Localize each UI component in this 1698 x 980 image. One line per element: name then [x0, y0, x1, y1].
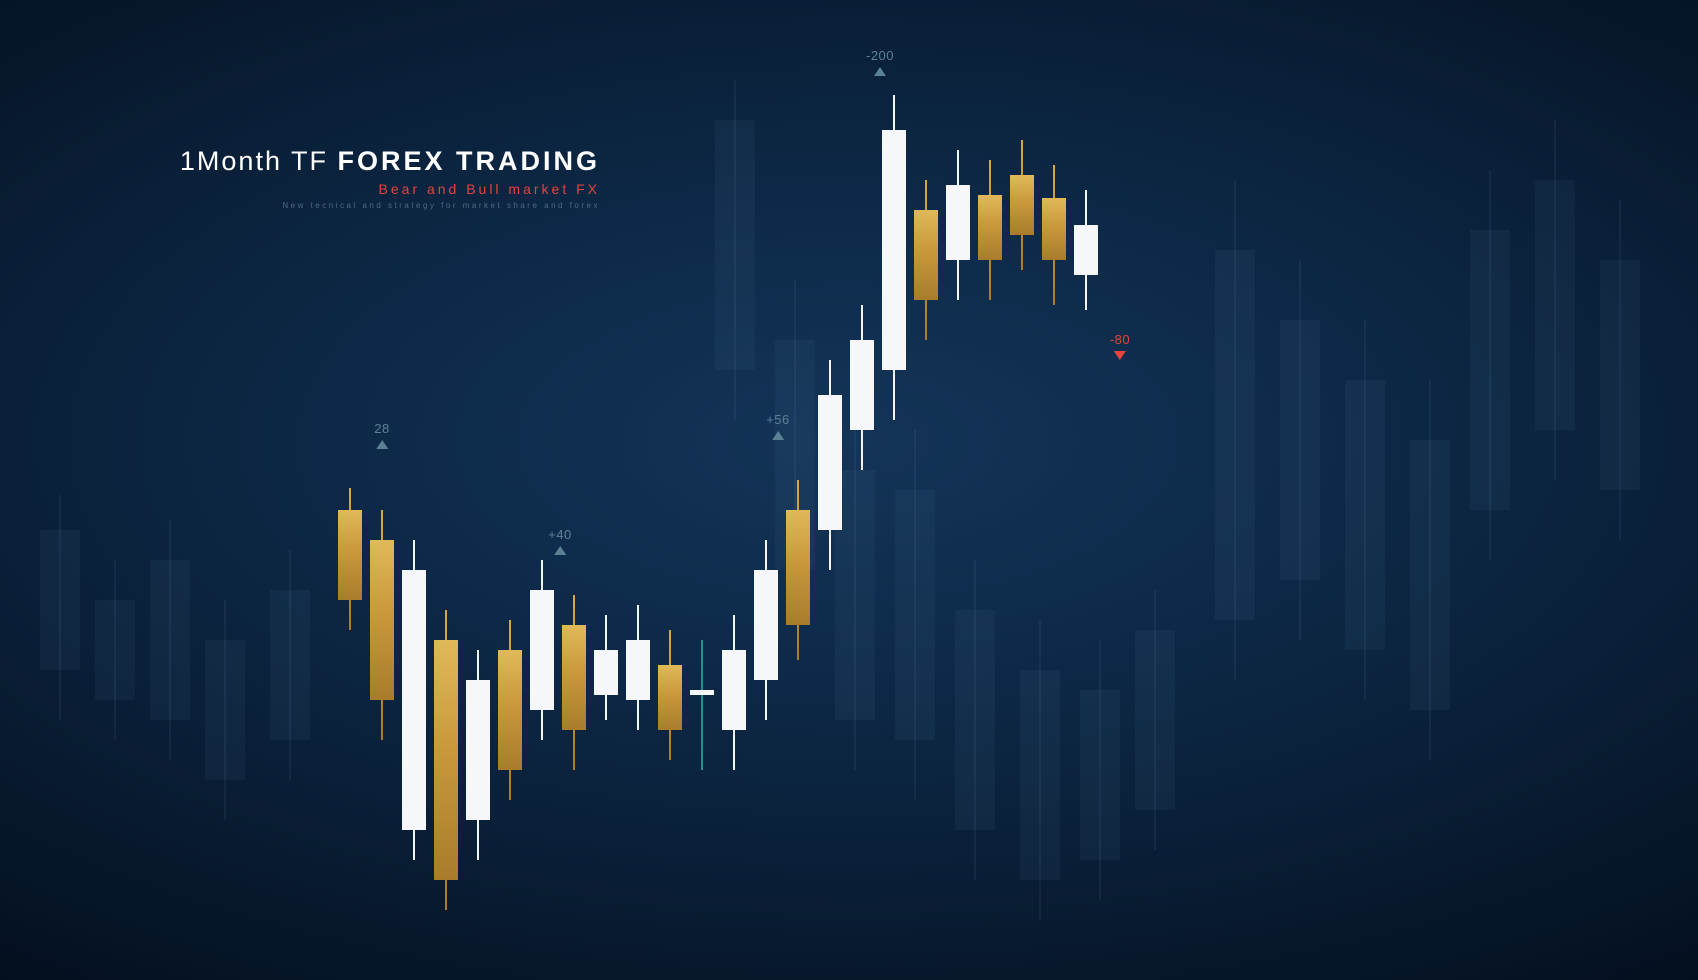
chart-canvas: 1Month TF FOREX TRADING Bear and Bull ma… [0, 0, 1698, 980]
marker-label: -200 [866, 48, 894, 63]
marker-down: -80 [1110, 332, 1130, 360]
triangle-up-icon [772, 431, 784, 440]
triangle-up-icon [554, 546, 566, 555]
marker-label: 28 [374, 421, 389, 436]
marker-up: +40 [548, 527, 572, 555]
marker-up: 28 [374, 421, 389, 449]
marker-label: -80 [1110, 332, 1130, 347]
marker-label: +56 [766, 412, 790, 427]
marker-up: +56 [766, 412, 790, 440]
marker-layer: 28 +40 +56 -200 -80 [0, 0, 1698, 980]
triangle-up-icon [376, 440, 388, 449]
marker-up: -200 [866, 48, 894, 76]
marker-label: +40 [548, 527, 572, 542]
triangle-down-icon [1114, 351, 1126, 360]
triangle-up-icon [874, 67, 886, 76]
